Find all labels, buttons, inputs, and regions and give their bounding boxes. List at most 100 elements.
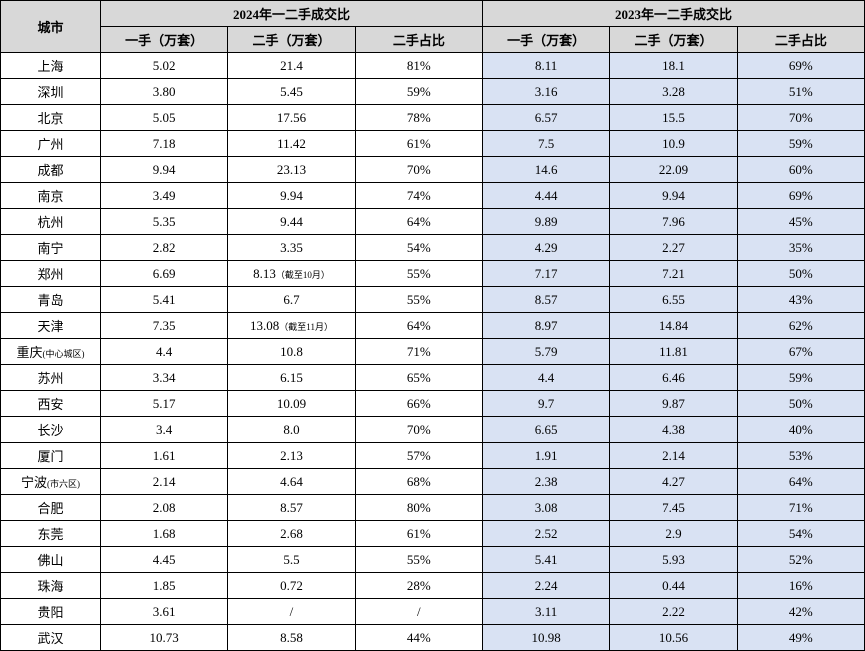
cell-2023-primary: 4.44 (482, 183, 609, 209)
cell-2024-secondary: 5.5 (228, 547, 355, 573)
cell-2024-primary: 3.34 (101, 365, 228, 391)
cell-2023-ratio: 45% (737, 209, 864, 235)
cell-2024-primary: 7.35 (101, 313, 228, 339)
cell-city: 南宁 (1, 235, 101, 261)
cell-2023-secondary: 2.14 (610, 443, 737, 469)
cell-2023-primary: 3.08 (482, 495, 609, 521)
cell-2024-secondary: 10.8 (228, 339, 355, 365)
cell-2023-ratio: 40% (737, 417, 864, 443)
cell-2024-secondary: 8.0 (228, 417, 355, 443)
cell-2024-secondary: 9.44 (228, 209, 355, 235)
table-row: 郑州6.698.13（截至10月）55%7.177.2150% (1, 261, 865, 287)
cell-2023-secondary: 2.27 (610, 235, 737, 261)
table-row: 青岛5.416.755%8.576.5543% (1, 287, 865, 313)
cell-2024-ratio: 55% (355, 287, 482, 313)
cell-2023-ratio: 42% (737, 599, 864, 625)
cell-2024-ratio: 28% (355, 573, 482, 599)
cell-2023-primary: 8.57 (482, 287, 609, 313)
cell-2023-secondary: 0.44 (610, 573, 737, 599)
cell-city: 东莞 (1, 521, 101, 547)
table-row: 上海5.0221.481%8.1118.169% (1, 53, 865, 79)
cell-2024-ratio: 44% (355, 625, 482, 651)
cell-city: 贵阳 (1, 599, 101, 625)
cell-2024-primary: 5.41 (101, 287, 228, 313)
cell-2024-ratio: 64% (355, 209, 482, 235)
cell-2023-primary: 6.57 (482, 105, 609, 131)
table-row: 西安5.1710.0966%9.79.8750% (1, 391, 865, 417)
cell-city: 长沙 (1, 417, 101, 443)
cell-2023-secondary: 10.56 (610, 625, 737, 651)
cell-2023-primary: 8.97 (482, 313, 609, 339)
cell-2023-ratio: 64% (737, 469, 864, 495)
cell-city: 西安 (1, 391, 101, 417)
table-row: 重庆(中心城区)4.410.871%5.7911.8167% (1, 339, 865, 365)
cell-2024-secondary: 4.64 (228, 469, 355, 495)
cell-city: 武汉 (1, 625, 101, 651)
cell-2024-secondary: 8.57 (228, 495, 355, 521)
cell-2024-primary: 2.82 (101, 235, 228, 261)
cell-city: 青岛 (1, 287, 101, 313)
cell-2024-secondary: 6.7 (228, 287, 355, 313)
cell-2024-primary: 4.4 (101, 339, 228, 365)
cell-2023-primary: 2.38 (482, 469, 609, 495)
cell-city: 成都 (1, 157, 101, 183)
cell-2023-secondary: 14.84 (610, 313, 737, 339)
table-row: 杭州5.359.4464%9.897.9645% (1, 209, 865, 235)
cell-city: 杭州 (1, 209, 101, 235)
cell-2024-secondary: 3.35 (228, 235, 355, 261)
table-row: 东莞1.682.6861%2.522.954% (1, 521, 865, 547)
cell-2023-secondary: 7.45 (610, 495, 737, 521)
cell-2024-ratio: 61% (355, 521, 482, 547)
table-header: 城市 2024年一二手成交比 2023年一二手成交比 一手（万套） 二手（万套）… (1, 1, 865, 53)
table-row: 南京3.499.9474%4.449.9469% (1, 183, 865, 209)
table-row: 天津7.3513.08（截至11月）64%8.9714.8462% (1, 313, 865, 339)
cell-2023-ratio: 49% (737, 625, 864, 651)
cell-2023-secondary: 4.38 (610, 417, 737, 443)
cell-2023-secondary: 2.9 (610, 521, 737, 547)
cell-2024-ratio: 57% (355, 443, 482, 469)
cell-2023-primary: 6.65 (482, 417, 609, 443)
cell-2023-primary: 4.29 (482, 235, 609, 261)
cell-2024-primary: 1.85 (101, 573, 228, 599)
cell-2024-primary: 2.08 (101, 495, 228, 521)
cell-2024-ratio: 66% (355, 391, 482, 417)
cell-city: 郑州 (1, 261, 101, 287)
header-year-2024: 2024年一二手成交比 (101, 1, 483, 27)
cell-2024-secondary: 8.13（截至10月） (228, 261, 355, 287)
cell-2023-secondary: 6.55 (610, 287, 737, 313)
cell-2024-primary: 9.94 (101, 157, 228, 183)
cell-2024-ratio: 81% (355, 53, 482, 79)
cell-2023-ratio: 50% (737, 261, 864, 287)
cell-2024-ratio: 74% (355, 183, 482, 209)
cell-2023-secondary: 9.94 (610, 183, 737, 209)
cell-2024-secondary: 2.68 (228, 521, 355, 547)
cell-2024-primary: 5.05 (101, 105, 228, 131)
cell-2024-secondary: 9.94 (228, 183, 355, 209)
cell-city: 厦门 (1, 443, 101, 469)
cell-city: 重庆(中心城区) (1, 339, 101, 365)
cell-2024-ratio: 55% (355, 547, 482, 573)
cell-2024-ratio: 65% (355, 365, 482, 391)
cell-2023-ratio: 43% (737, 287, 864, 313)
table-row: 苏州3.346.1565%4.46.4659% (1, 365, 865, 391)
cell-2024-ratio: 78% (355, 105, 482, 131)
cell-2024-secondary: 2.13 (228, 443, 355, 469)
cell-2024-primary: 1.61 (101, 443, 228, 469)
cell-2023-ratio: 51% (737, 79, 864, 105)
housing-data-table: 城市 2024年一二手成交比 2023年一二手成交比 一手（万套） 二手（万套）… (0, 0, 865, 651)
table-row: 佛山4.455.555%5.415.9352% (1, 547, 865, 573)
cell-2024-secondary: 23.13 (228, 157, 355, 183)
cell-2024-primary: 5.35 (101, 209, 228, 235)
table-row: 长沙3.48.070%6.654.3840% (1, 417, 865, 443)
cell-2024-primary: 3.61 (101, 599, 228, 625)
cell-2024-ratio: 64% (355, 313, 482, 339)
cell-2024-ratio: / (355, 599, 482, 625)
cell-2024-primary: 5.02 (101, 53, 228, 79)
cell-2024-primary: 7.18 (101, 131, 228, 157)
cell-city: 广州 (1, 131, 101, 157)
header-2023-ratio: 二手占比 (737, 27, 864, 53)
cell-2023-primary: 2.24 (482, 573, 609, 599)
cell-2023-secondary: 22.09 (610, 157, 737, 183)
cell-2023-secondary: 9.87 (610, 391, 737, 417)
cell-2023-secondary: 4.27 (610, 469, 737, 495)
